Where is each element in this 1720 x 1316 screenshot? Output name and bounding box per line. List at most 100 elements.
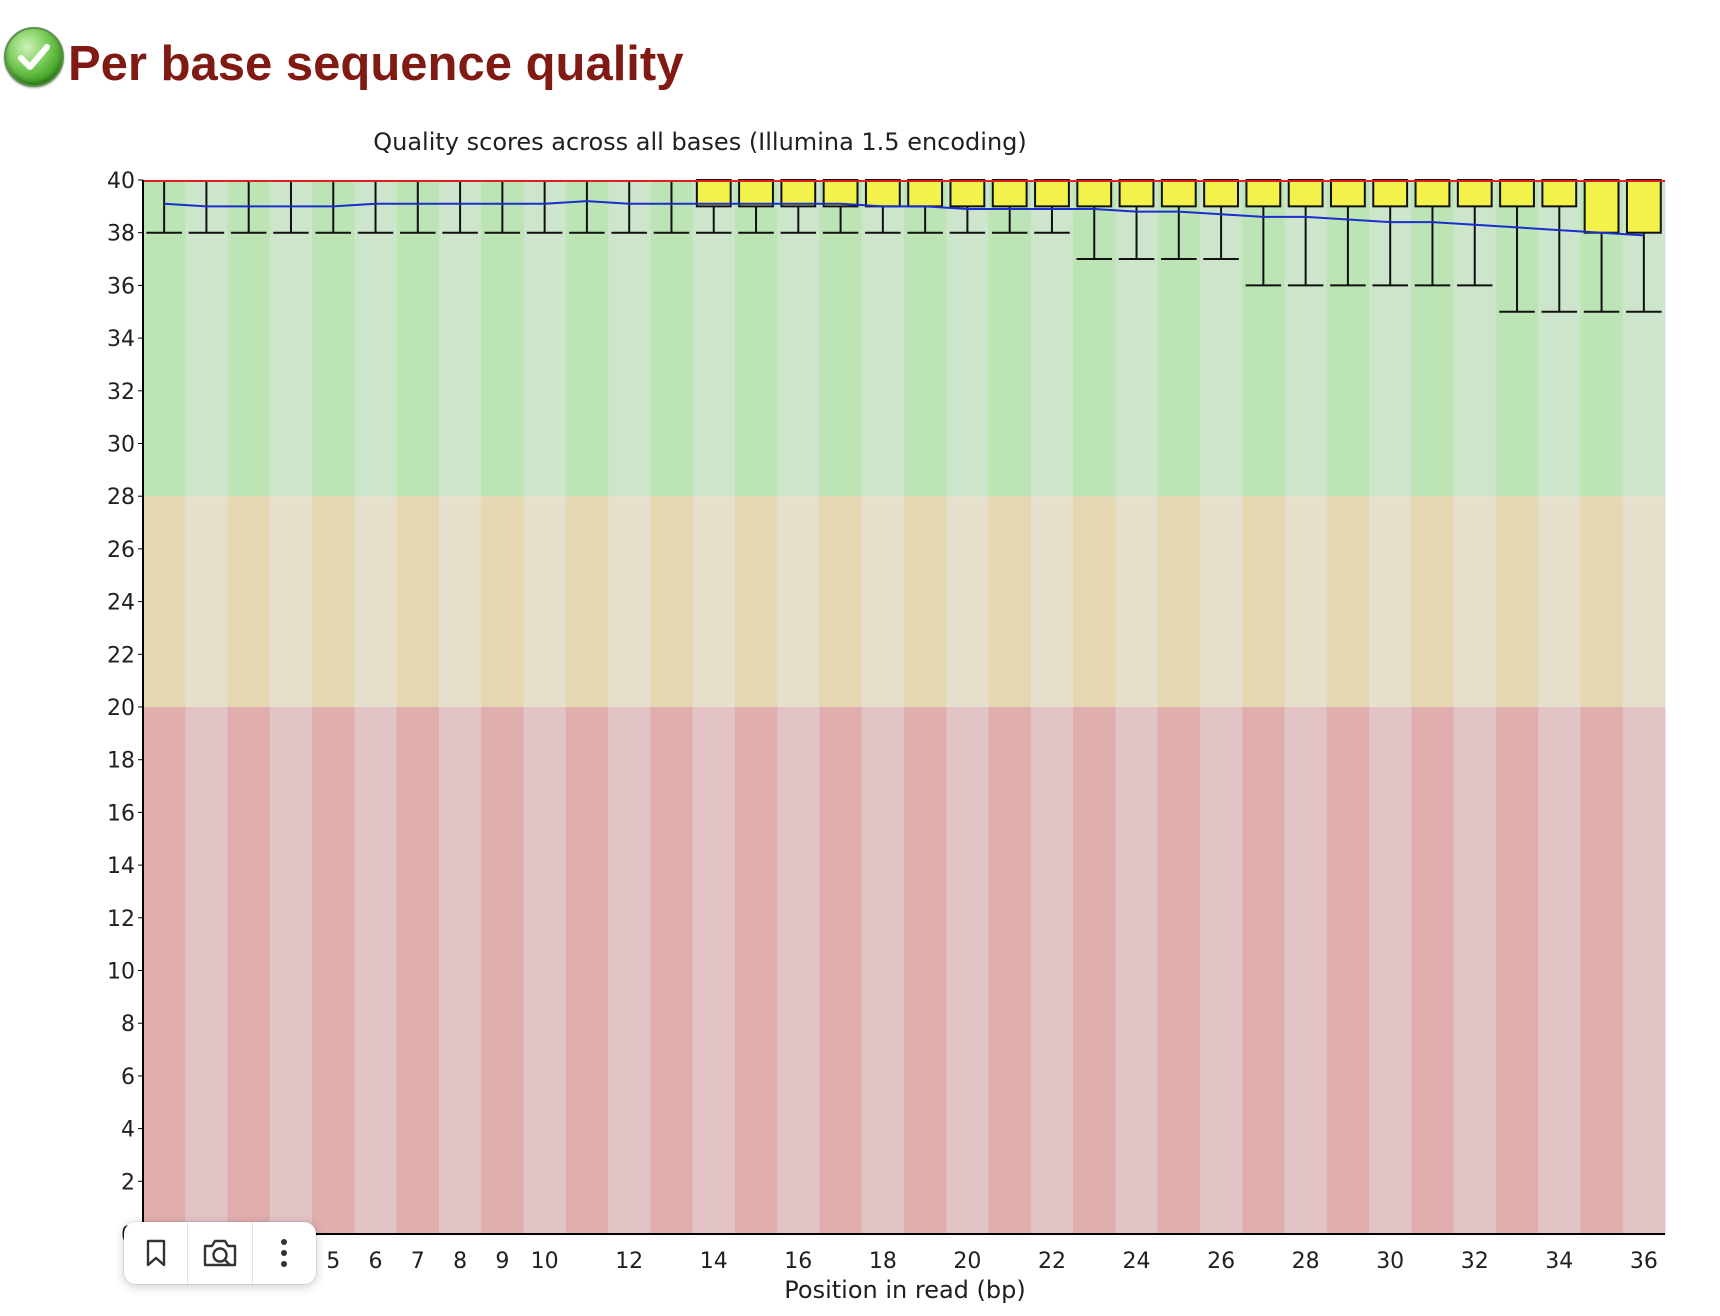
box <box>907 179 944 208</box>
box <box>695 179 732 208</box>
band-reasonable <box>946 496 990 707</box>
x-tick-label: 10 <box>531 1249 559 1274</box>
band-poor <box>1495 707 1539 1234</box>
y-tick-label: 14 <box>107 854 135 879</box>
band-reasonable <box>1199 496 1243 707</box>
box <box>949 179 986 208</box>
band-reasonable <box>481 496 524 707</box>
band-reasonable <box>608 496 651 707</box>
x-tick-label: 20 <box>953 1249 981 1274</box>
x-tick-label: 14 <box>700 1249 728 1274</box>
band-poor <box>1538 707 1581 1234</box>
band-poor <box>650 707 694 1234</box>
band-reasonable <box>354 496 398 707</box>
band-reasonable <box>1453 496 1497 707</box>
band-reasonable <box>565 496 609 707</box>
band-reasonable <box>269 496 313 707</box>
camera-icon <box>203 1239 237 1267</box>
page-title: Per base sequence quality <box>68 36 684 91</box>
y-tick-label: 24 <box>107 591 135 616</box>
image-toolbar <box>124 1222 316 1284</box>
quality-bands <box>143 180 1666 1234</box>
band-poor <box>185 707 229 1234</box>
band-reasonable <box>1411 496 1455 707</box>
box <box>1541 179 1578 208</box>
chart-title: Quality scores across all bases (Illumin… <box>373 128 1027 156</box>
band-poor <box>354 707 398 1234</box>
y-tick-label: 26 <box>107 538 135 563</box>
y-tick-label: 32 <box>107 380 135 405</box>
box <box>1372 179 1409 208</box>
band-poor <box>1411 707 1455 1234</box>
box <box>1076 179 1113 208</box>
section-header: Per base sequence quality <box>4 22 684 92</box>
box <box>1287 179 1324 208</box>
band-poor <box>692 707 736 1234</box>
band-reasonable <box>396 496 440 707</box>
x-tick-labels: 1234567891012141618202224262830323436 <box>157 1249 1658 1274</box>
y-tick-label: 34 <box>107 327 135 352</box>
box <box>738 179 774 208</box>
more-options-button[interactable] <box>251 1222 316 1284</box>
x-tick-label: 34 <box>1545 1249 1573 1274</box>
band-poor <box>1453 707 1497 1234</box>
band-poor <box>438 707 482 1234</box>
x-tick-label: 18 <box>869 1249 897 1274</box>
x-tick-label: 24 <box>1123 1249 1151 1274</box>
band-reasonable <box>1284 496 1328 707</box>
band-poor <box>1030 707 1074 1234</box>
mean-line <box>164 200 1644 237</box>
band-reasonable <box>1580 496 1624 707</box>
band-poor <box>227 707 271 1234</box>
band-reasonable <box>1495 496 1539 707</box>
band-poor <box>1369 707 1412 1234</box>
check-circle-icon <box>4 27 64 87</box>
band-reasonable <box>1622 496 1666 707</box>
band-reasonable <box>1115 496 1159 707</box>
x-tick-label: 36 <box>1630 1249 1658 1274</box>
band-reasonable <box>861 496 905 707</box>
box <box>1456 179 1493 208</box>
x-tick-label: 30 <box>1376 1249 1404 1274</box>
box <box>1330 179 1366 208</box>
quality-boxplot-chart: Quality scores across all bases (Illumin… <box>107 128 1666 1304</box>
band-reasonable <box>1242 496 1285 707</box>
box <box>991 179 1028 208</box>
band-reasonable <box>523 496 567 707</box>
screenshot-button[interactable] <box>187 1222 251 1284</box>
box <box>1245 179 1282 208</box>
box <box>1625 179 1662 234</box>
band-poor <box>777 707 820 1234</box>
y-tick-label: 2 <box>121 1170 135 1195</box>
band-poor <box>1284 707 1328 1234</box>
bookmark-icon <box>146 1239 165 1267</box>
band-poor <box>143 707 186 1234</box>
y-tick-label: 20 <box>107 696 135 721</box>
x-tick-label: 16 <box>784 1249 812 1274</box>
band-poor <box>819 707 863 1234</box>
y-tick-label: 12 <box>107 907 135 932</box>
y-tick-label: 28 <box>107 485 135 510</box>
band-poor <box>1326 707 1370 1234</box>
band-poor <box>608 707 651 1234</box>
bookmark-button[interactable] <box>124 1222 187 1284</box>
band-reasonable <box>185 496 229 707</box>
y-tick-label: 18 <box>107 749 135 774</box>
x-tick-label: 5 <box>326 1249 340 1274</box>
band-reasonable <box>1369 496 1412 707</box>
band-poor <box>861 707 905 1234</box>
y-tick-label: 38 <box>107 222 135 247</box>
band-poor <box>946 707 990 1234</box>
y-tick-label: 16 <box>107 801 135 826</box>
x-tick-label: 6 <box>369 1249 383 1274</box>
x-tick-label: 7 <box>411 1249 425 1274</box>
band-poor <box>312 707 355 1234</box>
band-poor <box>523 707 567 1234</box>
box-marks <box>143 179 1665 313</box>
y-tick-label: 36 <box>107 274 135 299</box>
box <box>1118 179 1155 208</box>
box <box>1499 179 1535 208</box>
box <box>1160 179 1197 208</box>
band-reasonable <box>650 496 694 707</box>
band-poor <box>1622 707 1666 1234</box>
